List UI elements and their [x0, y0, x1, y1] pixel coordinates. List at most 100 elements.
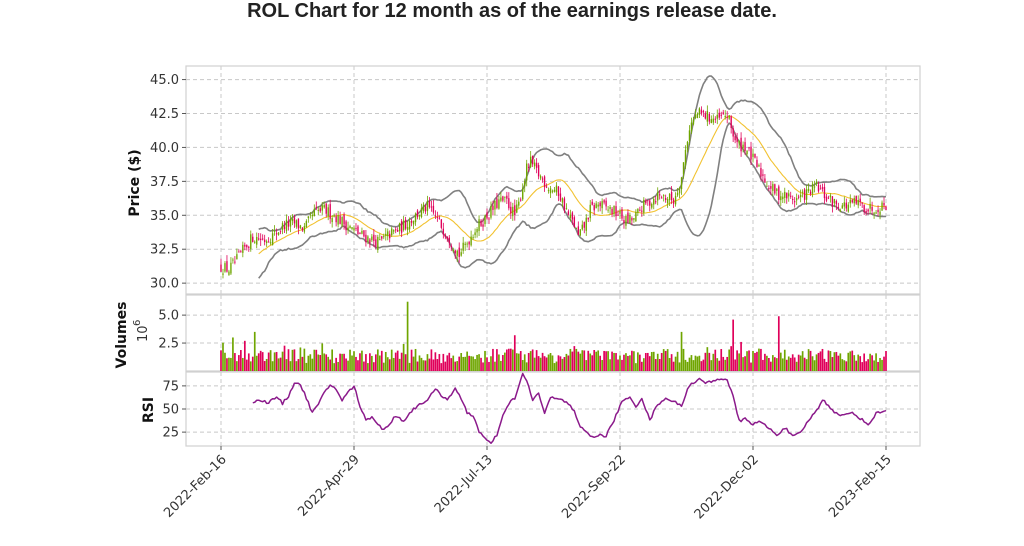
candle-body	[258, 238, 260, 240]
volume-bar	[561, 358, 564, 371]
candlesticks	[220, 105, 887, 279]
candle-body	[520, 199, 522, 201]
volume-scale-base: 10	[136, 325, 151, 342]
volume-bar	[241, 357, 244, 371]
candle-body	[563, 198, 566, 211]
candle-body	[835, 200, 838, 205]
candle-body	[726, 116, 728, 118]
candle-body	[702, 111, 705, 113]
volume-bar	[791, 354, 794, 371]
volume-bar	[726, 356, 729, 371]
candle-body	[524, 180, 526, 187]
candle-body	[462, 242, 464, 251]
volume-tick-label: 2.5	[158, 337, 179, 352]
volume-bar	[273, 352, 276, 371]
volume-bar	[734, 359, 736, 371]
candle-body	[631, 218, 633, 221]
candle-body	[666, 199, 669, 204]
candle-body	[877, 209, 879, 213]
volume-bar	[303, 348, 306, 371]
volume-bar	[637, 352, 639, 371]
candle-body	[633, 218, 635, 220]
candle-body	[833, 198, 836, 204]
candle-body	[815, 181, 818, 185]
price-tick-label: 30.0	[150, 277, 179, 292]
volume-bar	[819, 351, 822, 371]
rsi-series-line	[252, 372, 887, 444]
candle-body	[710, 119, 713, 123]
volume-bar	[313, 349, 316, 371]
candle-body	[260, 238, 262, 240]
candle-body	[480, 220, 482, 226]
candle-body	[688, 130, 691, 141]
volume-bar	[523, 354, 526, 371]
candle-body	[408, 221, 411, 230]
candle-body	[389, 233, 391, 239]
candle-body	[585, 217, 587, 231]
volume-bar	[466, 351, 468, 371]
volume-bar	[365, 354, 367, 371]
candle-body	[639, 209, 641, 211]
volume-bar	[623, 354, 625, 371]
candle-body	[712, 118, 714, 123]
candle-body	[263, 239, 266, 243]
x-tick-label: 2023-Feb-15	[826, 452, 895, 521]
price-tick-label: 32.5	[150, 243, 179, 258]
candle-body	[599, 202, 601, 207]
volume-bar	[646, 352, 649, 371]
volume-bar	[468, 355, 470, 371]
volume-bar	[275, 351, 278, 371]
candle-body	[516, 204, 518, 213]
volume-bar	[315, 349, 318, 371]
volume-bar	[766, 355, 768, 371]
volume-bar	[543, 356, 546, 371]
volume-bar	[376, 349, 379, 371]
volume-bar	[506, 349, 508, 371]
volume-bar	[341, 353, 343, 371]
volume-bar	[591, 355, 594, 371]
volume-bar	[847, 352, 850, 371]
volume-bar	[680, 331, 683, 371]
candle-body	[555, 185, 558, 193]
candle-body	[383, 236, 385, 238]
volume-bar	[577, 351, 580, 371]
candle-body	[297, 218, 300, 229]
volume-bar	[519, 351, 522, 371]
volume-bar	[496, 349, 498, 371]
volume-bar	[625, 353, 627, 371]
candle-body	[406, 227, 409, 231]
volume-bar	[357, 360, 359, 371]
volume-bar	[404, 354, 407, 371]
candle-body	[410, 220, 413, 223]
candle-body	[774, 184, 776, 194]
candle-body	[271, 233, 274, 246]
candle-body	[321, 205, 323, 211]
candle-body	[436, 216, 439, 218]
candle-body	[484, 215, 486, 224]
rsi-axis-label: RSI	[141, 397, 157, 423]
candle-body	[365, 234, 367, 243]
volume-bar	[654, 359, 657, 371]
volume-bar	[710, 360, 713, 371]
volume-bar	[599, 355, 601, 371]
volume-bar	[881, 359, 883, 371]
volume-bar	[353, 351, 355, 371]
volume-bar	[603, 350, 605, 371]
candle-body	[349, 225, 351, 229]
candle-body	[472, 237, 474, 239]
candle-body	[817, 184, 820, 192]
volume-bar	[355, 356, 357, 371]
candle-body	[647, 200, 649, 202]
volume-bar	[825, 361, 828, 371]
candle-body	[758, 165, 760, 167]
candle-body	[345, 221, 347, 231]
volume-bar	[595, 351, 598, 371]
candle-body	[670, 192, 673, 201]
candle-body	[597, 204, 599, 207]
candle-body	[488, 218, 490, 220]
volume-bar	[430, 349, 433, 371]
x-tick-label: 2022-Dec-02	[692, 452, 762, 522]
volume-bar	[525, 362, 528, 371]
volume-bar	[712, 353, 715, 371]
volume-bar	[615, 353, 617, 371]
